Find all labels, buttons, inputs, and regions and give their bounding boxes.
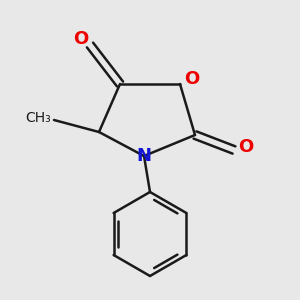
Text: O: O (184, 70, 200, 88)
Text: CH₃: CH₃ (25, 112, 51, 125)
Text: N: N (136, 147, 152, 165)
Text: O: O (74, 30, 88, 48)
Text: O: O (238, 138, 253, 156)
